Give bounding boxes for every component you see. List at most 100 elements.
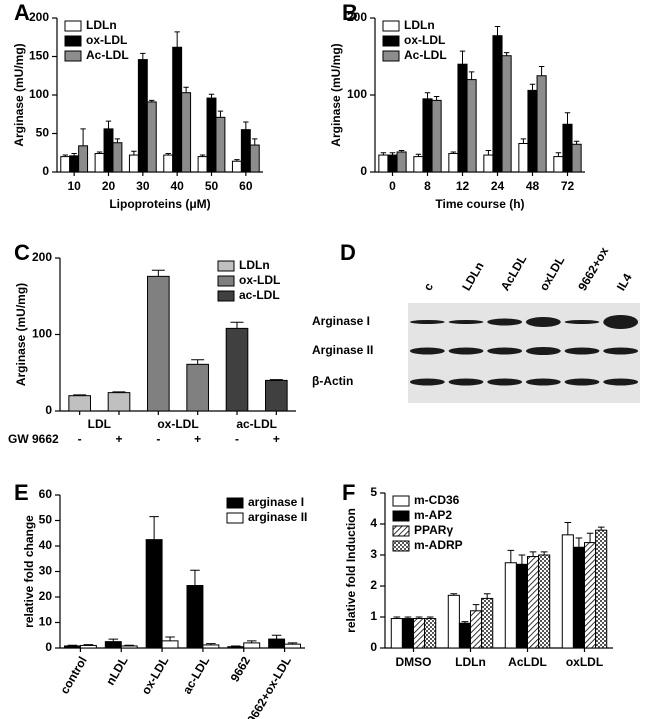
bar [527,556,540,649]
error-bar [71,153,77,156]
legend-label: m-AP2 [414,508,452,522]
error-bar [271,634,282,640]
y-tick-label: 10 [39,615,53,629]
panel-letter: A [14,0,30,25]
y-axis-label: relative fold change [22,515,36,628]
bar [390,618,403,649]
y-tick-label: 50 [36,126,50,140]
x-tick-label: 50 [205,179,219,193]
band [448,347,484,355]
error-bar [575,537,583,548]
error-bar [105,120,112,129]
legend-swatch [392,540,410,552]
bar [227,646,245,649]
bar [595,529,608,649]
bar [206,97,217,173]
bar [470,610,483,649]
bar [225,327,249,412]
bar [483,154,494,173]
error-bar [485,149,492,156]
error-bar [199,154,206,157]
y-tick-label: 150 [29,49,49,63]
y-tick-label: 2 [370,578,377,592]
band [487,318,523,326]
legend-label: arginase II [248,510,307,524]
bar [447,594,460,649]
error-bar [183,86,189,93]
bar [145,539,163,649]
bar [571,143,582,173]
panel-letter: F [342,480,355,505]
error-bar [151,269,165,277]
x-tick-label: LDLn [455,655,486,669]
x-tick-label: - [78,432,82,446]
bar [240,129,251,173]
bar [413,156,424,173]
y-tick-label: 30 [39,564,53,578]
x-tick-label: 20 [102,179,116,193]
bar [422,98,433,173]
band [525,347,561,355]
error-bar [472,604,480,611]
error-bar [564,521,572,535]
bar [481,597,494,649]
y-tick-label: 0 [370,640,377,654]
error-bar [165,636,175,641]
y-tick-label: 200 [29,10,49,24]
error-bar [243,121,249,130]
bar [94,153,105,173]
error-bar [252,138,258,146]
error-bar [398,149,405,152]
legend-label: ac-LDL [239,288,280,302]
bar [103,128,114,173]
error-bar [149,516,159,540]
error-bar [62,154,68,157]
bar [197,156,208,173]
x-tick-label: 60 [239,179,253,193]
band [564,347,600,355]
y-tick-label: 100 [29,87,49,101]
legend-swatch [392,525,410,537]
bar [249,144,260,173]
error-bar [73,394,87,396]
legend-label: LDLn [86,18,117,32]
legend-label: Ac-LDL [404,48,447,62]
legend-swatch [382,50,400,62]
bar [69,155,80,173]
bar [215,116,226,173]
error-bar [393,616,401,619]
error-bar [191,359,205,365]
y-tick-label: 100 [347,87,367,101]
error-bar [140,52,146,60]
error-bar [461,621,469,624]
legend-swatch [382,20,400,32]
x-tick-label: oxLDL [566,655,603,669]
row-label: Arginase I [312,314,370,328]
x-tick-label: + [273,432,280,446]
band [564,378,600,386]
error-bar [518,554,526,565]
error-bar [415,153,422,157]
y-axis-label: Arginase (mU/mg) [329,43,343,146]
lane-label: 9662+ox [575,244,611,293]
bar [538,554,551,649]
y-tick-label: 0 [45,640,52,654]
error-bar [231,645,241,647]
band [487,347,523,355]
bar [284,643,302,649]
panel-letter: E [14,480,29,505]
error-bar [131,150,137,156]
legend-label: ox-LDL [404,33,445,47]
y-tick-label: 40 [39,538,53,552]
lane-label: AcLDL [498,253,529,293]
x-tick-label: nLDL [103,654,130,688]
bar [78,145,89,173]
y-tick-label: 200 [347,10,367,24]
x-tick-label: 72 [561,179,575,193]
bar [147,275,170,412]
legend-swatch [217,260,235,272]
bar [424,618,437,649]
band [409,347,445,355]
bar [68,395,91,412]
